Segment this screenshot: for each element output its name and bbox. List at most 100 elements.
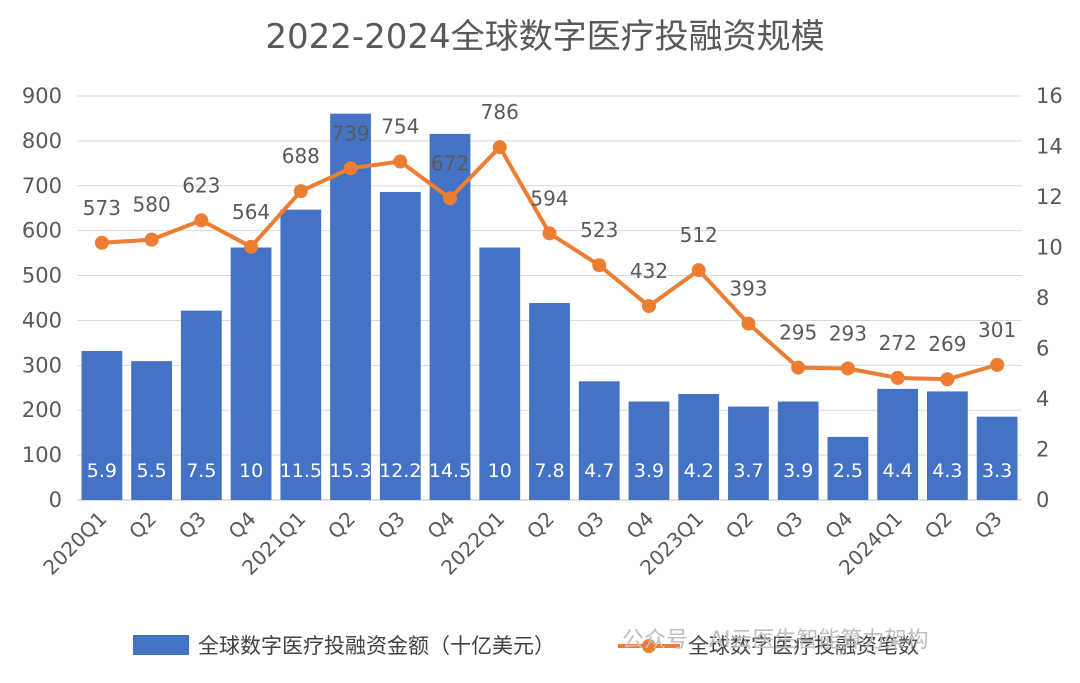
bar <box>927 391 968 500</box>
bar-data-label: 7.5 <box>186 460 216 482</box>
watermark: 公众号 · AI云医生智能算力架构 <box>622 628 929 653</box>
right-axis-tick-label: 12 <box>1036 185 1063 209</box>
line-data-labels: 573 580 623 564 688 739 754 672 786 594 523 432 512 3… <box>83 100 1016 356</box>
left-axis-tick-label: 200 <box>22 398 62 422</box>
legend-line-marker <box>642 639 656 653</box>
bar-data-label: 3.9 <box>783 460 813 482</box>
line-data-label: 512 <box>680 223 718 247</box>
bar <box>827 436 869 500</box>
right-axis-tick-label: 0 <box>1036 488 1049 512</box>
line-point <box>94 235 109 250</box>
left-axis-tick-label: 900 <box>22 84 62 108</box>
bar <box>628 401 670 500</box>
bar <box>678 393 720 500</box>
line-point <box>741 316 756 331</box>
bar <box>777 401 819 500</box>
bar-data-label: 3.9 <box>634 460 664 482</box>
line-data-label: 739 <box>331 121 369 145</box>
bar <box>81 351 123 500</box>
line-data-label: 580 <box>133 193 171 217</box>
bar <box>479 247 521 500</box>
line-point <box>641 299 656 314</box>
line-point <box>492 140 507 155</box>
right-axis-tick-label: 16 <box>1036 84 1063 108</box>
right-axis-tick-label: 8 <box>1036 286 1049 310</box>
line-data-label: 688 <box>282 144 320 168</box>
line-data-label: 594 <box>530 186 568 210</box>
line-data-label: 564 <box>232 200 270 224</box>
bar-data-label: 4.7 <box>584 460 614 482</box>
bar-data-label: 15.3 <box>329 460 371 482</box>
right-axis-tick-label: 14 <box>1036 135 1063 159</box>
line-data-label: 301 <box>978 318 1016 342</box>
bar <box>728 406 769 500</box>
line-point <box>990 357 1005 372</box>
left-axis-tick-label: 100 <box>22 443 62 467</box>
line-data-label: 393 <box>729 277 767 301</box>
bar <box>578 381 620 500</box>
line-data-label: 293 <box>829 321 867 345</box>
line-point <box>840 361 855 376</box>
bar-data-label: 4.2 <box>684 460 714 482</box>
bar-data-label: 10 <box>239 460 263 482</box>
line-data-label: 269 <box>928 332 966 356</box>
line-point <box>194 213 209 228</box>
line-point <box>791 360 806 375</box>
line-data-label: 295 <box>779 321 817 345</box>
line-data-label: 786 <box>481 100 519 124</box>
left-axis-tick-label: 700 <box>22 174 62 198</box>
left-axis-tick-label: 400 <box>22 308 62 332</box>
bar-data-label: 4.4 <box>883 460 913 482</box>
legend: 全球数字医疗投融资金额（十亿美元） 全球数字医疗投融资笔数 <box>133 634 919 658</box>
bar <box>280 209 322 500</box>
line-point <box>592 258 607 273</box>
line-point <box>293 184 308 199</box>
line-point <box>691 263 706 278</box>
line-point <box>244 239 259 254</box>
bar-data-label: 2.5 <box>833 460 863 482</box>
line-point <box>343 161 358 176</box>
bar <box>877 388 919 500</box>
legend-line-label: 全球数字医疗投融资笔数 <box>688 634 919 658</box>
line-point <box>542 226 557 241</box>
bar-data-label: 11.5 <box>280 460 322 482</box>
bar-data-label: 4.3 <box>932 460 962 482</box>
right-axis-tick-label: 10 <box>1036 236 1063 260</box>
bar-data-label: 14.5 <box>429 460 471 482</box>
left-axis-ticks: 0 100 200 300 400 500 600 700 800 900 <box>22 84 62 512</box>
line-point <box>393 154 408 169</box>
left-axis-tick-label: 800 <box>22 129 62 153</box>
line-data-label: 432 <box>630 259 668 283</box>
line-point <box>890 370 905 385</box>
bar <box>379 191 421 500</box>
bar-data-label: 3.7 <box>733 460 763 482</box>
right-axis-ticks: 0 2 4 6 8 10 12 14 16 <box>1036 84 1063 512</box>
line-data-label: 272 <box>879 331 917 355</box>
bar-data-label: 5.9 <box>87 460 117 482</box>
bar-data-label: 3.3 <box>982 460 1012 482</box>
right-axis-tick-label: 4 <box>1036 387 1049 411</box>
bar <box>976 416 1018 500</box>
line-point <box>144 232 159 247</box>
line-data-label: 523 <box>580 218 618 242</box>
left-axis-tick-label: 300 <box>22 353 62 377</box>
bar-data-labels: 5.9 5.5 7.5 10 11.5 15.3 12.2 14.5 10 7.8 4.7 3.9 4.… <box>87 460 1012 482</box>
line-series <box>94 140 1005 387</box>
left-axis-tick-label: 0 <box>49 488 62 512</box>
bar <box>529 303 570 500</box>
line-data-label: 672 <box>431 151 469 175</box>
line-point <box>443 191 458 206</box>
left-axis-tick-label: 600 <box>22 219 62 243</box>
line-data-label: 573 <box>83 196 121 220</box>
legend-bar-label: 全球数字医疗投融资金额（十亿美元） <box>198 634 555 658</box>
bar <box>131 361 172 500</box>
right-axis-tick-label: 6 <box>1036 337 1049 361</box>
bar-data-label: 5.5 <box>136 460 166 482</box>
legend-bar-swatch <box>133 635 189 655</box>
left-axis-tick-label: 500 <box>22 264 62 288</box>
line-point <box>940 372 955 387</box>
bar-data-label: 7.8 <box>534 460 564 482</box>
line-data-label: 623 <box>182 173 220 197</box>
bar-data-label: 10 <box>488 460 512 482</box>
right-axis-tick-label: 2 <box>1036 438 1049 462</box>
